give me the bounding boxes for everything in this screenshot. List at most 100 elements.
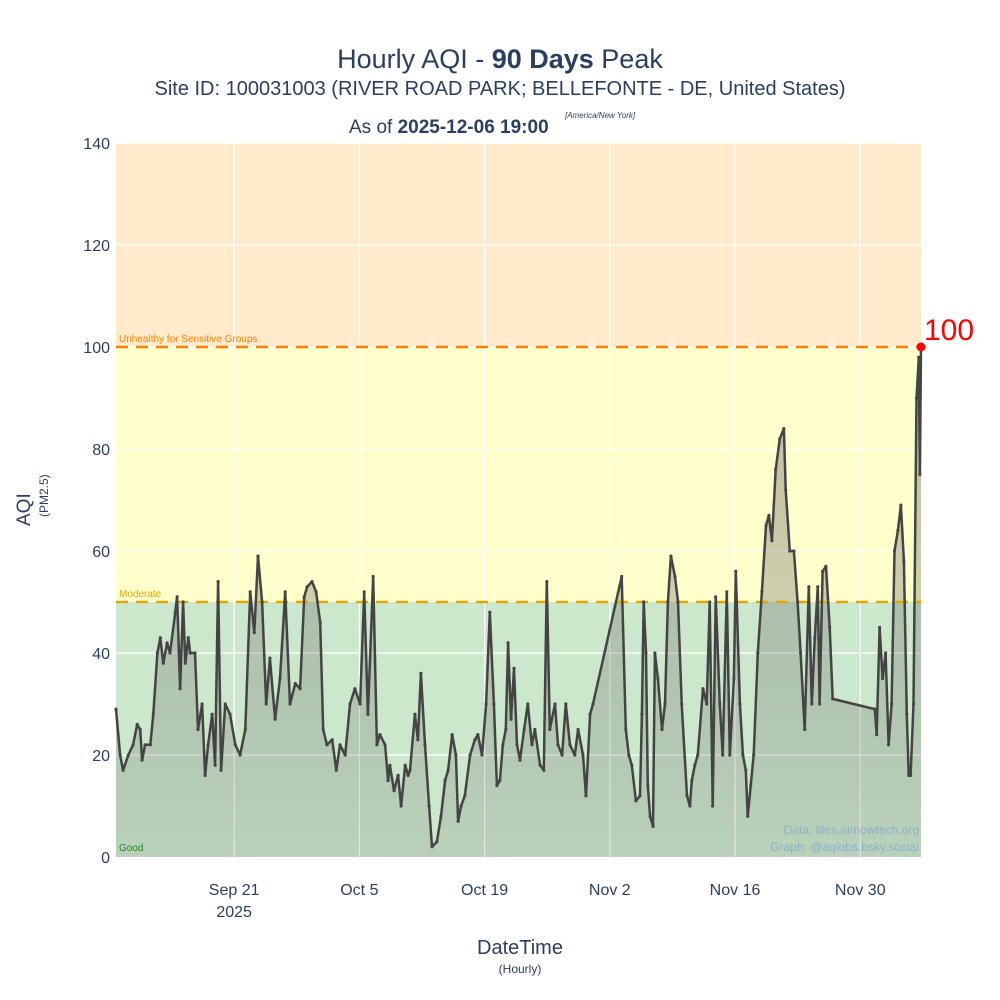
aqi-data-point [749, 784, 753, 788]
aqi-data-point [591, 702, 595, 706]
aqi-data-point [530, 743, 534, 747]
aqi-data-point [213, 763, 217, 767]
aqi-data-point [760, 590, 764, 594]
band-moderate [116, 347, 921, 602]
aqi-data-point [343, 753, 347, 757]
aqi-data-point [705, 702, 709, 706]
x-tick-label: Nov 16 [710, 882, 761, 899]
title-prefix: Hourly AQI - [337, 44, 492, 74]
aqi-data-point [138, 727, 142, 732]
aqi-data-point [728, 753, 732, 757]
aqi-data-point [473, 738, 477, 742]
aqi-data-point [135, 722, 139, 727]
aqi-data-point [533, 727, 537, 732]
aqi-data-point [338, 743, 342, 747]
aqi-data-point [630, 763, 634, 767]
aqi-data-point [406, 773, 410, 778]
aqi-data-point [646, 784, 650, 788]
aqi-data-point [767, 513, 771, 517]
aqi-data-point [484, 702, 488, 706]
aqi-data-point [896, 529, 900, 533]
aqi-data-point [454, 753, 458, 757]
aqi-data-point [151, 712, 155, 716]
aqi-data-point [314, 590, 318, 594]
aqi-data-point [443, 778, 447, 783]
aqi-data-point [439, 814, 443, 818]
aqi-data-point [321, 727, 325, 732]
aqi-data-point [378, 733, 382, 737]
title-bold: 90 Days [491, 44, 594, 74]
y-tick-label: 80 [92, 442, 110, 459]
aqi-data-point [542, 768, 546, 772]
aqi-data-point [399, 804, 403, 808]
aqi-data-point [450, 733, 454, 737]
aqi-data-point [564, 702, 568, 706]
aqi-data-point [495, 784, 499, 788]
aqi-data-point [131, 743, 135, 747]
aqi-data-point [375, 743, 379, 747]
aqi-data-point [114, 707, 118, 711]
aqi-data-point [892, 549, 897, 553]
aqi-data-point [268, 656, 272, 660]
aqi-data-point [764, 523, 768, 528]
aqi-data-point [651, 824, 655, 829]
title-suffix: Peak [593, 44, 663, 74]
aqi-data-point [206, 743, 210, 747]
aqi-data-point [283, 590, 287, 594]
aqi-data-point [725, 590, 729, 594]
aqi-data-point [288, 702, 292, 706]
aqi-data-point [223, 702, 227, 706]
aqi-data-point [648, 814, 652, 818]
aqi-data-point [756, 651, 760, 655]
x-tick-year-label: 2025 [216, 904, 252, 921]
aqi-data-point [642, 600, 646, 604]
aqi-data-point [430, 845, 434, 849]
aqi-data-point [293, 682, 297, 686]
aqi-data-point [792, 549, 796, 553]
aqi-data-point [875, 733, 879, 737]
y-tick-label: 0 [101, 850, 110, 867]
aqi-data-point [509, 717, 513, 721]
aqi-data-point [468, 753, 472, 757]
aqi-data-point [878, 625, 882, 630]
aqi-data-point [504, 727, 508, 732]
aqi-data-point [627, 753, 631, 757]
y-tick-label: 140 [83, 136, 110, 153]
aqi-data-point [366, 712, 370, 716]
aqi-data-point [873, 707, 877, 711]
aqi-data-point [545, 580, 549, 584]
y-tick-label: 100 [83, 340, 110, 357]
aqi-data-point [219, 768, 223, 772]
aqi-data-point [310, 580, 314, 584]
aqi-data-point [183, 661, 187, 665]
aqi-data-point [914, 396, 919, 400]
aqi-data-point [256, 554, 260, 558]
aqi-data-point [501, 743, 505, 747]
aqi-data-point [688, 804, 692, 808]
x-tick-label: Sep 21 [209, 882, 260, 899]
chart-title: Hourly AQI - 90 Days Peak [0, 44, 1000, 75]
y-tick-label: 60 [92, 544, 110, 561]
aqi-data-point [228, 712, 232, 716]
aqi-data-point [799, 651, 803, 655]
aqi-data-point [435, 840, 439, 844]
aqi-data-point [770, 539, 774, 543]
aqi-data-point [620, 574, 624, 579]
aqi-data-point [362, 590, 366, 594]
aqi-data-point [732, 676, 736, 681]
aqi-data-point [676, 600, 680, 604]
aqi-data-point [126, 753, 130, 757]
aqi-data-point [576, 727, 580, 732]
aqi-data-point [778, 437, 782, 441]
aqi-data-point [121, 768, 125, 772]
aqi-data-point [741, 753, 745, 757]
aqi-data-point [690, 778, 694, 783]
x-axis-subtitle: (Hourly) [498, 962, 542, 976]
aqi-data-point [718, 702, 722, 706]
band-label-good: Good [119, 843, 143, 854]
aqi-data-point [669, 554, 673, 558]
aqi-data-point [810, 702, 814, 706]
aqi-data-point [140, 758, 144, 762]
aqi-data-point [573, 753, 577, 757]
